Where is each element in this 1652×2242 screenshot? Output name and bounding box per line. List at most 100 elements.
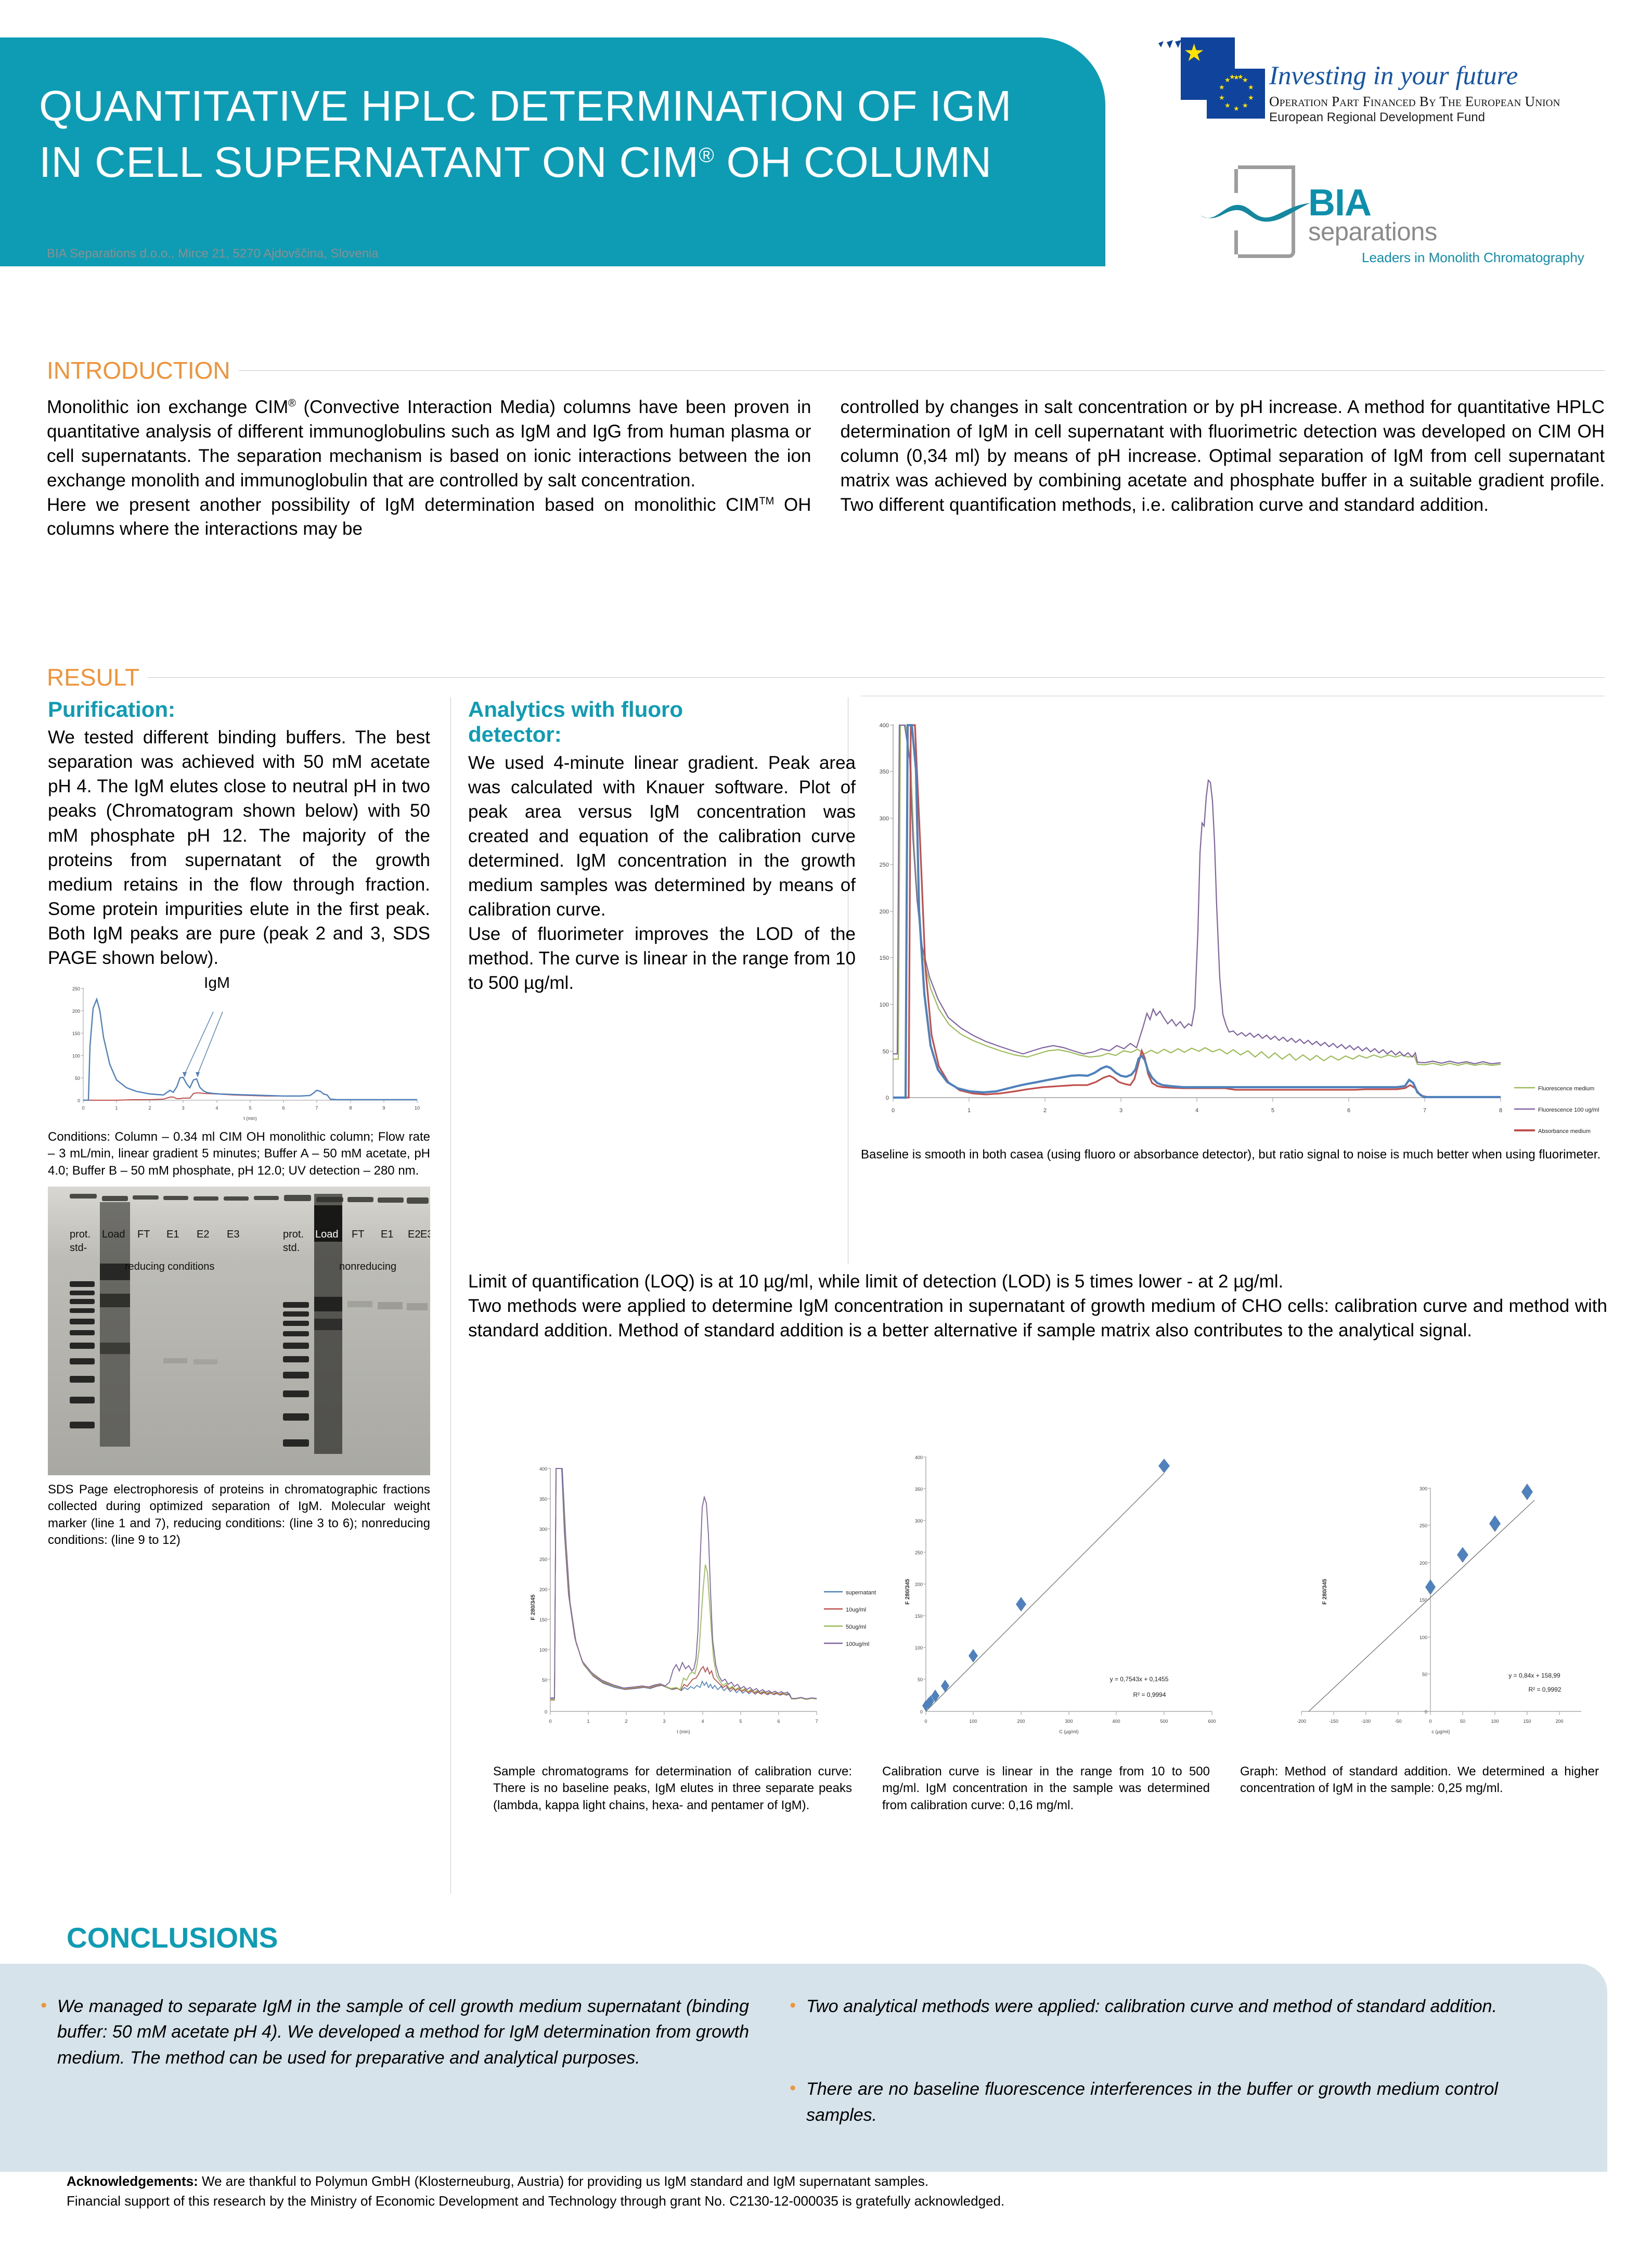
conclusions-column-right: Two analytical methods were applied: cal… [785, 1993, 1498, 2152]
coauthors: , B. Nemec, M. Leskovec, M. Žorž [167, 220, 473, 242]
svg-text:4: 4 [1195, 1107, 1198, 1114]
svg-text:E2: E2 [408, 1229, 420, 1240]
svg-text:0: 0 [892, 1107, 895, 1114]
svg-text:-150: -150 [1329, 1719, 1338, 1724]
bia-wave-icon [1200, 203, 1310, 222]
eu-gold-star-icon: ★ [1183, 39, 1205, 66]
chart-b-ylabel: F 280/345 [905, 1579, 911, 1605]
svg-text:std.: std. [283, 1242, 300, 1254]
title-line-2: IN CELL SUPERNATANT ON CIM® OH COLUMN [39, 134, 1105, 190]
svg-text:0: 0 [78, 1098, 80, 1103]
registered-mark: ® [699, 144, 715, 167]
chart-a-legend: supernatant 10ug/ml 50ug/ml 100ug/ml [824, 1590, 876, 1647]
chart-c-ylabel: F 280/345 [1322, 1579, 1328, 1605]
bia-subname: separations [1308, 218, 1437, 246]
title-line-1: QUANTITATIVE HPLC DETERMINATION OF IGM [39, 82, 1012, 130]
conclusions-columns: We managed to separate IgM in the sample… [0, 1964, 1607, 2152]
eu-stars-ring-icon: ★ ★ ★ ★ ★ ★ ★ ★ ★ ★ ★ ★ [1219, 73, 1254, 112]
svg-text:350: 350 [539, 1497, 547, 1502]
svg-text:1: 1 [587, 1719, 589, 1724]
svg-text:4: 4 [215, 1105, 218, 1111]
sds-page-gel-svg: prot. std- Load FT E1 E2 E3 prot. std. Loa… [48, 1187, 430, 1476]
svg-text:350: 350 [880, 769, 889, 775]
header-divider-2 [148, 677, 1605, 678]
igm-annotation-label: IgM [204, 976, 230, 991]
svg-text:8: 8 [349, 1105, 352, 1111]
svg-text:100: 100 [72, 1053, 80, 1059]
svg-text:5: 5 [739, 1719, 742, 1724]
svg-text:0: 0 [82, 1105, 84, 1111]
svg-text:FT: FT [137, 1229, 150, 1240]
bia-tagline: Leaders in Monolith Chromatography [1362, 250, 1584, 265]
analytics-column: Analytics with fluoro detector: We used … [468, 697, 856, 995]
svg-text:prot.: prot. [70, 1229, 91, 1240]
svg-text:E1: E1 [381, 1229, 393, 1240]
bia-name: BIA [1308, 182, 1372, 224]
conclusions-list-left: We managed to separate IgM in the sample… [36, 1993, 749, 2071]
svg-text:6: 6 [282, 1105, 285, 1111]
svg-text:7: 7 [815, 1719, 818, 1724]
loq-paragraph-block: Limit of quantification (LOQ) is at 10 µ… [468, 1269, 1607, 1343]
svg-text:300: 300 [915, 1518, 923, 1524]
standard-addition-chart: 300 250 200 150 100 50 0 F 280/345 -200 -150… [1243, 1436, 1649, 1735]
svg-text:50: 50 [75, 1076, 80, 1081]
legend-item-1: Fluorescence medium [1538, 1086, 1594, 1092]
result-label: RESULT [47, 664, 140, 691]
svg-text:6: 6 [777, 1719, 780, 1724]
svg-text:0: 0 [1429, 1719, 1431, 1724]
svg-text:400: 400 [1112, 1719, 1120, 1724]
svg-text:3: 3 [182, 1105, 184, 1111]
fluoro-chart-column: 400 350 300 250 200 150 100 50 0 0 [861, 687, 1605, 1163]
result-section-header: RESULT [47, 663, 1605, 691]
eu-operation-text: Operation Part Financed By The European … [1269, 94, 1560, 109]
conclusions-list-right: Two analytical methods were applied: cal… [785, 1993, 1498, 2128]
svg-text:200: 200 [1555, 1719, 1563, 1724]
acknowledgements-label: Acknowledgements: [67, 2173, 198, 2189]
purification-heading: Purification: [48, 697, 176, 721]
calibration-data-points [922, 1459, 1170, 1711]
loq-paragraph-1: Limit of quantification (LOQ) is at 10 µ… [468, 1271, 1284, 1292]
legend-item-3: Absorbance medium [1538, 1128, 1591, 1135]
standard-addition-equation: y = 0,84x + 158,99 [1508, 1672, 1560, 1679]
svg-text:50: 50 [1422, 1672, 1427, 1677]
intro-p2-b: OH columns where the interactions may be [47, 494, 811, 539]
analytics-body-1: We used 4-minute linear gradient. Peak a… [468, 752, 856, 920]
svg-text:-100: -100 [1361, 1719, 1371, 1724]
chart-a-legend-3: 50ug/ml [846, 1624, 866, 1630]
svg-text:Load: Load [102, 1229, 125, 1240]
eu-swoosh-icon [1158, 40, 1181, 48]
svg-text:8: 8 [1499, 1107, 1502, 1114]
svg-text:3: 3 [663, 1719, 665, 1724]
intro-p2-a: Here we present another possibility of I… [47, 494, 759, 515]
acknowledgements-block: Acknowledgements: We are thankful to Pol… [67, 2172, 1549, 2211]
svg-text:400: 400 [880, 723, 889, 729]
svg-text:10: 10 [415, 1105, 420, 1111]
chart-a-legend-4: 100ug/ml [846, 1641, 869, 1647]
svg-text:50: 50 [542, 1678, 547, 1683]
svg-text:E3: E3 [420, 1229, 430, 1240]
svg-text:400: 400 [915, 1455, 923, 1460]
svg-text:0: 0 [545, 1709, 547, 1715]
svg-text:FT: FT [352, 1229, 364, 1240]
bottom-captions-row: Sample chromatograms for determination o… [493, 1763, 1648, 1814]
svg-text:250: 250 [539, 1557, 547, 1562]
bottom-caption-1: Sample chromatograms for determination o… [493, 1764, 852, 1812]
svg-text:5: 5 [1271, 1107, 1274, 1114]
bia-separations-logo: BIA separations Leaders in Monolith Chro… [1200, 165, 1612, 269]
svg-text:E3: E3 [227, 1229, 239, 1240]
eu-fund-text: European Regional Development Fund [1269, 110, 1485, 124]
intro-paragraph-1: Monolithic ion exchange CIM® (Convective… [47, 395, 811, 493]
svg-text:300: 300 [1419, 1486, 1427, 1491]
svg-text:2: 2 [625, 1719, 627, 1724]
svg-text:150: 150 [72, 1031, 80, 1036]
svg-text:200: 200 [880, 909, 889, 915]
svg-text:6: 6 [1347, 1107, 1350, 1114]
svg-text:9: 9 [382, 1105, 385, 1111]
loq-paragraph-2: Two methods were applied to determine Ig… [468, 1296, 1607, 1341]
svg-text:0: 0 [920, 1709, 923, 1715]
svg-text:2: 2 [1043, 1107, 1047, 1114]
introduction-body: Monolithic ion exchange CIM® (Convective… [47, 395, 1605, 542]
conclusions-heading: CONCLUSIONS [67, 1922, 278, 1954]
purification-column: Purification: We tested different bindin… [48, 697, 430, 1549]
